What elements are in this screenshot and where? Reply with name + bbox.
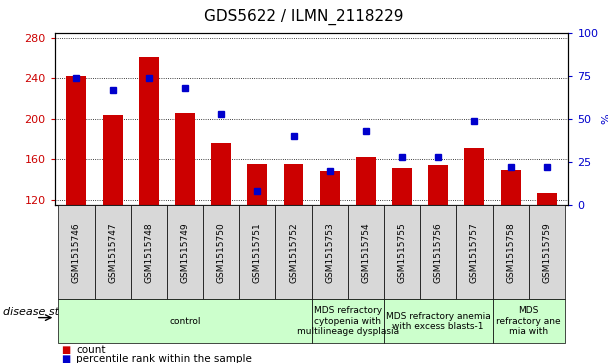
Bar <box>103 115 123 205</box>
Bar <box>500 170 520 205</box>
Text: count: count <box>76 345 106 355</box>
Text: disease state: disease state <box>3 307 77 317</box>
Text: GSM1515758: GSM1515758 <box>506 222 515 283</box>
Text: control: control <box>169 317 201 326</box>
Text: GSM1515750: GSM1515750 <box>216 222 226 283</box>
Text: GSM1515746: GSM1515746 <box>72 222 81 283</box>
Y-axis label: %: % <box>601 114 608 124</box>
Text: GSM1515751: GSM1515751 <box>253 222 262 283</box>
Bar <box>139 57 159 205</box>
Text: GSM1515754: GSM1515754 <box>361 222 370 283</box>
Text: ■: ■ <box>61 345 70 355</box>
Text: MDS
refractory ane
mia with: MDS refractory ane mia with <box>496 306 561 336</box>
Bar <box>320 171 340 205</box>
Bar <box>175 113 195 205</box>
Bar <box>247 163 268 205</box>
Bar <box>537 193 557 205</box>
Text: GSM1515759: GSM1515759 <box>542 222 551 283</box>
Bar <box>66 76 86 205</box>
Text: MDS refractory anemia
with excess blasts-1: MDS refractory anemia with excess blasts… <box>386 311 491 331</box>
Bar <box>356 158 376 205</box>
Bar <box>392 168 412 205</box>
Text: GSM1515748: GSM1515748 <box>144 222 153 283</box>
Bar <box>211 143 231 205</box>
Text: GSM1515755: GSM1515755 <box>398 222 407 283</box>
Bar <box>283 163 303 205</box>
Text: ■: ■ <box>61 354 70 363</box>
Text: GSM1515747: GSM1515747 <box>108 222 117 283</box>
Bar <box>428 164 448 205</box>
Text: MDS refractory
cytopenia with
multilineage dysplasia: MDS refractory cytopenia with multilinea… <box>297 306 399 336</box>
Text: GSM1515752: GSM1515752 <box>289 222 298 283</box>
Text: percentile rank within the sample: percentile rank within the sample <box>76 354 252 363</box>
Text: GSM1515756: GSM1515756 <box>434 222 443 283</box>
Text: GSM1515757: GSM1515757 <box>470 222 479 283</box>
Bar <box>465 148 485 205</box>
Text: GDS5622 / ILMN_2118229: GDS5622 / ILMN_2118229 <box>204 9 404 25</box>
Text: GSM1515749: GSM1515749 <box>181 222 190 283</box>
Text: GSM1515753: GSM1515753 <box>325 222 334 283</box>
